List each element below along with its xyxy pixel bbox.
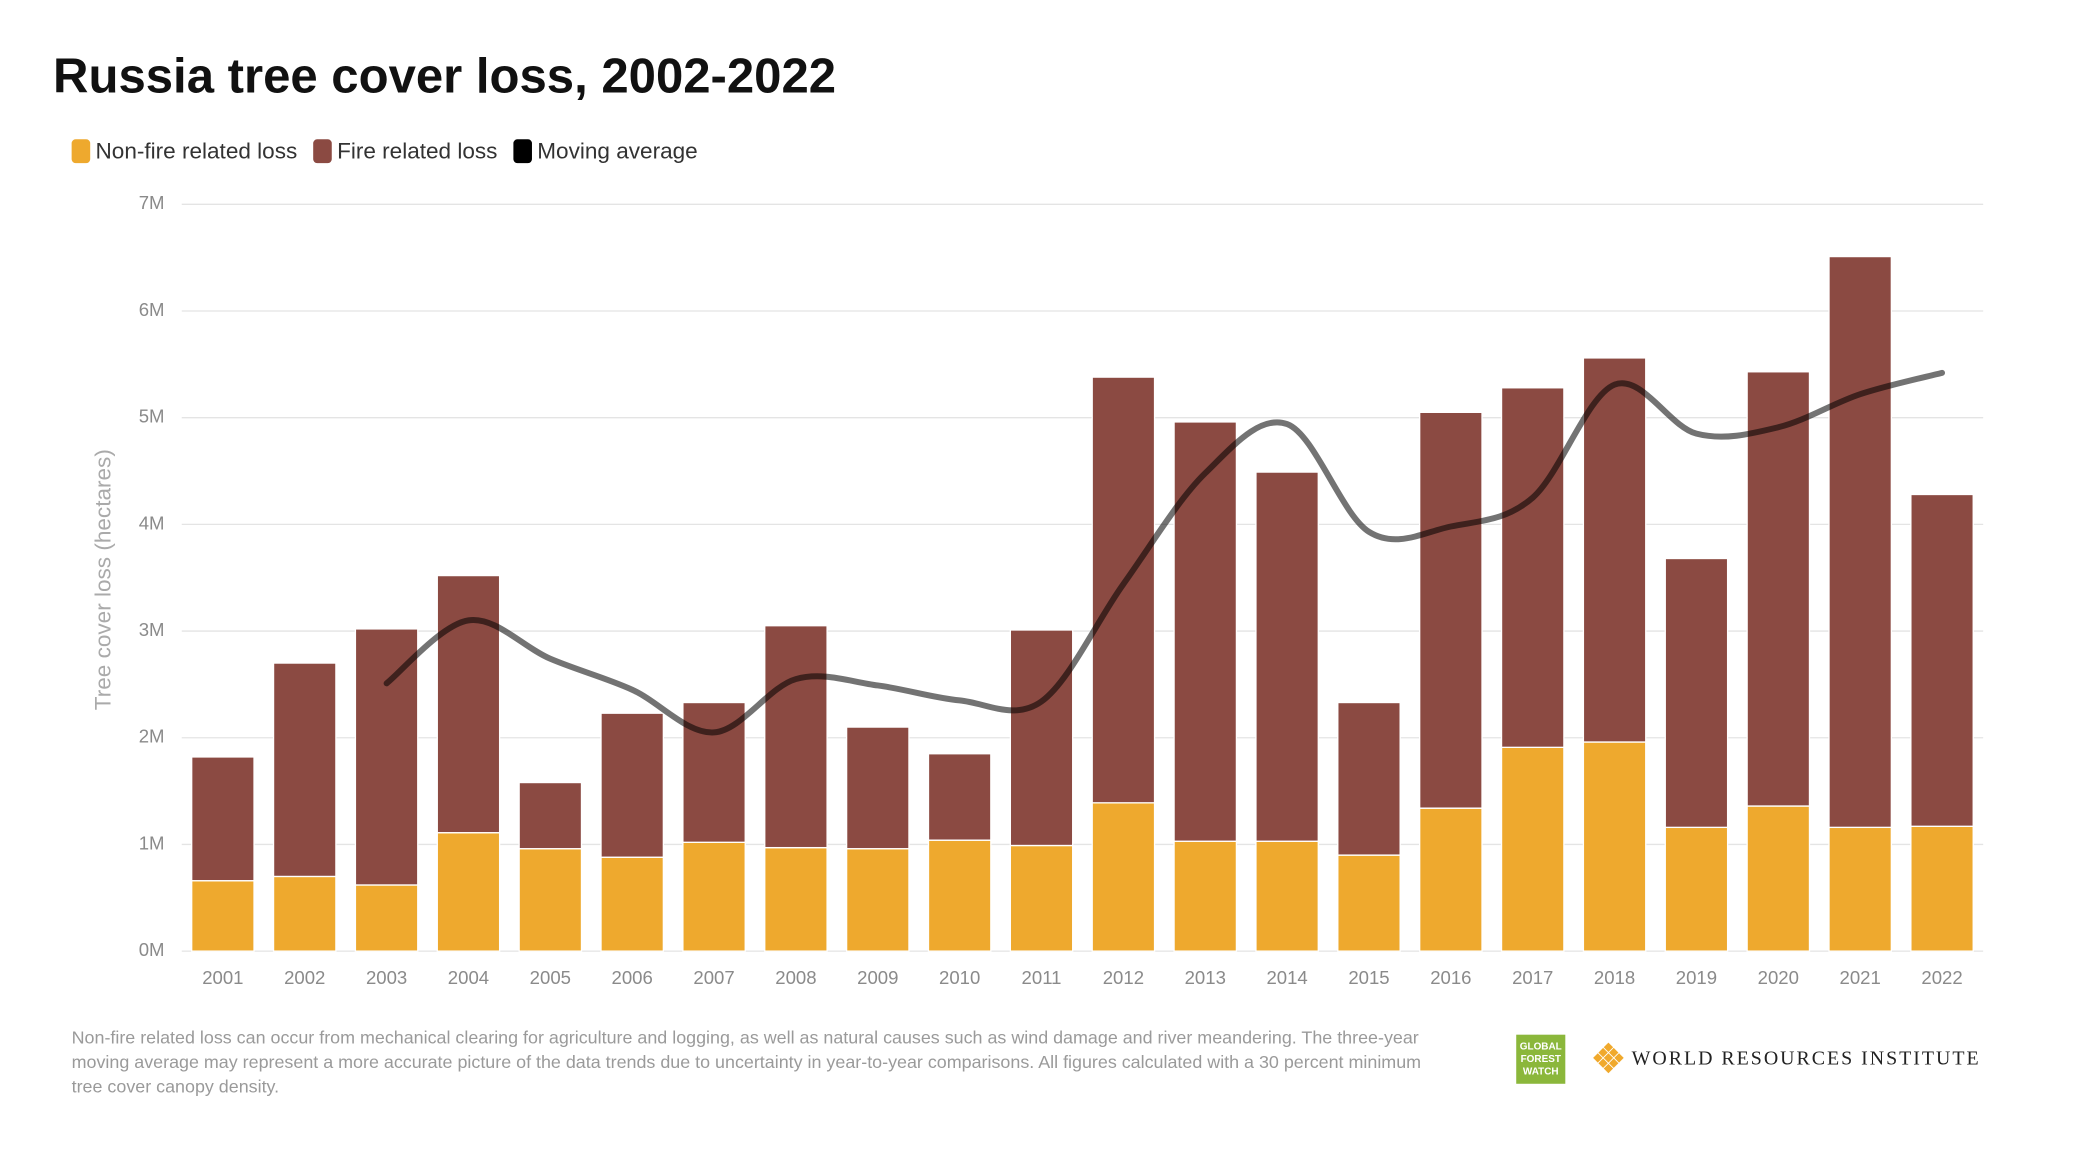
bar-segment — [1009, 844, 1074, 952]
footnote: moving average may represent a more accu… — [72, 1052, 1421, 1072]
legend-swatch — [313, 139, 332, 164]
x-tick-label: 2007 — [693, 967, 734, 988]
y-tick-label: 5M — [139, 406, 165, 427]
bar-segment — [1746, 371, 1811, 807]
x-tick-label: 2005 — [530, 967, 571, 988]
y-tick-label: 3M — [139, 619, 165, 640]
bar-segment — [1910, 493, 1974, 827]
bar-segment — [1009, 629, 1074, 847]
x-tick-label: 2016 — [1430, 967, 1471, 988]
bar-segment — [272, 662, 337, 878]
bar-segment — [1664, 557, 1729, 829]
y-tick-label: 7M — [139, 192, 165, 213]
legend-label: Fire related loss — [337, 139, 497, 164]
legend-swatch — [71, 139, 91, 164]
moving-average-line — [383, 369, 1946, 736]
bar-segment — [518, 848, 583, 952]
bar-segment — [1582, 357, 1647, 743]
bar-segment — [1337, 854, 1401, 952]
legend-label: Moving average — [537, 139, 697, 164]
x-tick-label: 2018 — [1594, 967, 1635, 988]
x-tick-label: 2010 — [939, 967, 980, 988]
bar-segment — [1337, 701, 1401, 856]
x-tick-label: 2001 — [202, 967, 243, 988]
bar-segment — [1255, 471, 1319, 842]
gfw-logo-text: FOREST — [1521, 1054, 1561, 1065]
gfw-logo-text: WATCH — [1523, 1066, 1559, 1077]
y-tick-label: 6M — [139, 299, 165, 320]
bar-segment — [1500, 746, 1565, 952]
bar-segment — [1828, 826, 1893, 952]
gfw-logo — [1516, 1034, 1566, 1084]
bar-segment — [436, 574, 501, 834]
legend-swatch — [513, 139, 532, 164]
y-tick-label: 1M — [139, 832, 165, 853]
x-tick-label: 2012 — [1103, 967, 1144, 988]
bar-segment — [354, 884, 419, 952]
bar-segment — [600, 712, 665, 858]
bar-segment — [1500, 387, 1565, 749]
y-tick-label: 0M — [139, 939, 165, 960]
x-tick-label: 2009 — [857, 967, 898, 988]
bar-segment — [518, 781, 583, 850]
x-tick-label: 2004 — [448, 967, 489, 988]
bar-segment — [927, 753, 992, 841]
chart-title: Russia tree cover loss, 2002-2022 — [53, 50, 836, 104]
bar-segment — [1582, 741, 1647, 952]
bar-segment — [1828, 255, 1893, 829]
bar-segment — [1746, 805, 1811, 952]
footnote: Non-fire related loss can occur from mec… — [72, 1027, 1419, 1047]
footnote: tree cover canopy density. — [72, 1076, 280, 1096]
x-tick-label: 2015 — [1348, 967, 1389, 988]
x-tick-label: 2003 — [366, 967, 407, 988]
bar-segment — [682, 841, 746, 952]
bar-segment — [191, 880, 255, 952]
bar-segment — [845, 848, 910, 952]
x-tick-label: 2008 — [775, 967, 816, 988]
bar-segment — [1664, 826, 1729, 952]
bar-segment — [1419, 411, 1483, 809]
bar-segment — [600, 856, 665, 952]
x-tick-label: 2017 — [1512, 967, 1553, 988]
wri-logo-text: WORLD RESOURCES INSTITUTE — [1632, 1047, 1981, 1069]
gfw-logo-text: GLOBAL — [1520, 1041, 1562, 1052]
bar-segment — [1091, 376, 1156, 804]
bar-segment — [1173, 421, 1238, 842]
bar-segment — [436, 832, 501, 952]
x-tick-label: 2022 — [1921, 967, 1962, 988]
x-tick-label: 2020 — [1758, 967, 1799, 988]
bar-segment — [1419, 807, 1483, 952]
bar-segment — [354, 628, 419, 886]
bar-segment — [845, 726, 910, 850]
bar-segment — [191, 756, 255, 882]
x-tick-label: 2013 — [1185, 967, 1226, 988]
x-tick-label: 2019 — [1676, 967, 1717, 988]
bar-segment — [1173, 840, 1238, 952]
y-axis-title: Tree cover loss (hectares) — [91, 449, 116, 710]
bar-segment — [764, 846, 828, 952]
x-tick-label: 2014 — [1266, 967, 1307, 988]
bar-segment — [1255, 840, 1319, 952]
bar-segment — [1910, 825, 1974, 952]
legend-label: Non-fire related loss — [96, 139, 298, 164]
bar-segment — [272, 875, 337, 952]
bar-segment — [927, 839, 992, 952]
y-tick-label: 2M — [139, 726, 165, 747]
x-tick-label: 2011 — [1022, 967, 1062, 988]
y-tick-label: 4M — [139, 512, 165, 533]
bar-segment — [1091, 802, 1156, 952]
x-tick-label: 2006 — [612, 967, 653, 988]
bar-segment — [764, 625, 828, 849]
x-tick-label: 2021 — [1840, 967, 1881, 988]
x-tick-label: 2002 — [284, 967, 325, 988]
